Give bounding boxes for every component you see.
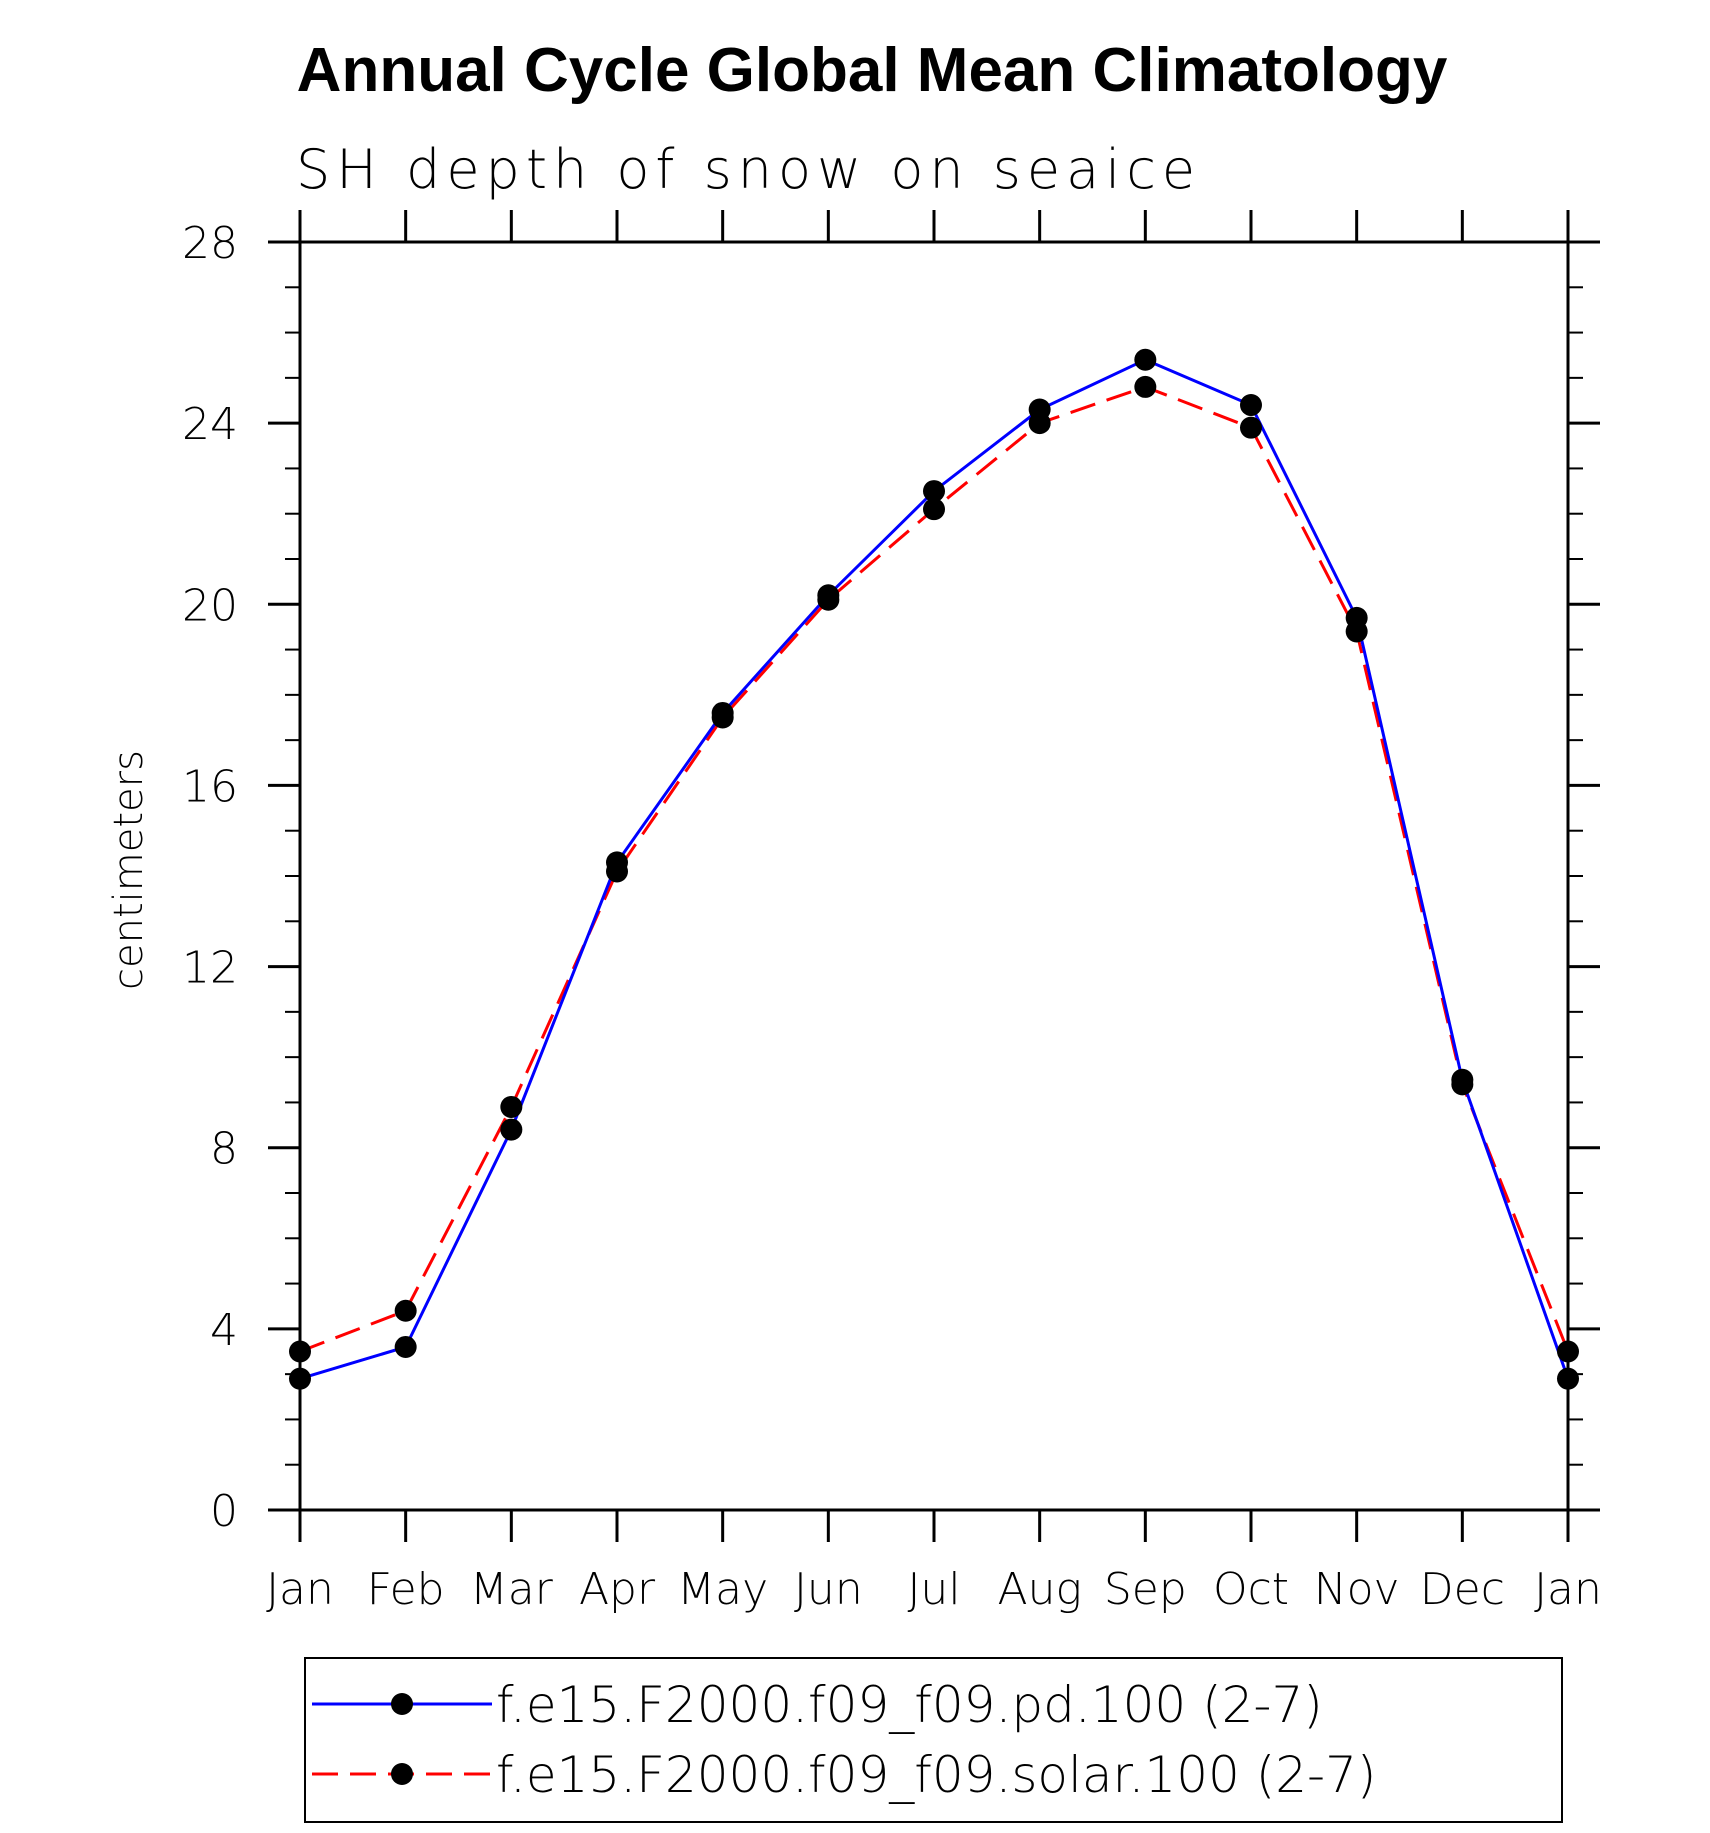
data-point [394, 1299, 417, 1322]
series-layer [289, 348, 1579, 1390]
legend-marker [391, 1693, 413, 1715]
x-tick-label: Apr [579, 1564, 656, 1615]
x-tick-label: Nov [1314, 1564, 1400, 1615]
x-tick-label: Jan [1534, 1564, 1602, 1615]
x-tick-label: Jun [794, 1564, 863, 1615]
axes: 0 4 8 12 16 20 24 28 Jan Feb Mar Apr May Jun Jul Aug Sep… [182, 210, 1602, 1615]
data-point [923, 480, 945, 503]
legend-label: f.e15.F2000.f09_f09.solar.100 (2-7) [496, 1746, 1376, 1804]
y-tick-label: 28 [182, 218, 238, 269]
data-point [500, 1118, 523, 1141]
x-tick-label: Sep [1104, 1564, 1187, 1615]
legend-marker [391, 1763, 413, 1785]
y-tick-label: 12 [182, 943, 238, 994]
data-point [289, 1367, 311, 1390]
data-point [1345, 620, 1368, 643]
chart-subtitle: SH depth of snow on seaice [296, 138, 1201, 201]
data-point [606, 860, 628, 883]
x-tick-label: Oct [1213, 1564, 1289, 1615]
legend-box [304, 1657, 1563, 1823]
legend: f.e15.F2000.f09_f09.pd.100 (2-7) f.e15.F2… [304, 1657, 1563, 1823]
x-tick-label: Jul [907, 1564, 960, 1615]
y-tick-label: 0 [210, 1486, 238, 1537]
x-tick-label: Jan [266, 1564, 334, 1615]
data-point [817, 588, 840, 611]
x-tick-label: Aug [997, 1564, 1081, 1615]
y-axis-label: centimeters [106, 750, 152, 990]
data-point [711, 706, 734, 729]
x-tick-label: Mar [470, 1564, 554, 1615]
y-tick-label: 16 [182, 761, 238, 812]
x-tick-label: May [677, 1564, 768, 1615]
data-point [1557, 1367, 1579, 1390]
plot-frame [298, 240, 1570, 1512]
y-tick-label: 8 [210, 1124, 238, 1175]
data-point [394, 1335, 417, 1358]
data-point [1028, 412, 1051, 435]
series-2-markers [289, 375, 1579, 1363]
y-tick-label: 24 [182, 399, 238, 450]
x-tick-label: Dec [1420, 1564, 1505, 1615]
data-point [1134, 348, 1157, 371]
legend-items: f.e15.F2000.f09_f09.pd.100 (2-7) f.e15.F2… [312, 1676, 1376, 1804]
y-tick-label: 4 [210, 1305, 238, 1356]
chart-title: Annual Cycle Global Mean Climatology [297, 36, 1448, 105]
data-point [1240, 394, 1262, 417]
series-line [299, 385, 1570, 1353]
series-2 [299, 385, 1570, 1353]
data-point [500, 1095, 523, 1118]
data-point [1240, 416, 1262, 439]
data-point [923, 498, 945, 521]
data-point [1451, 1073, 1474, 1096]
data-point [1557, 1340, 1579, 1363]
y-tick-label: 20 [182, 580, 238, 631]
legend-label: f.e15.F2000.f09_f09.pd.100 (2-7) [496, 1676, 1323, 1734]
x-tick-label: Feb [367, 1564, 445, 1615]
data-point [289, 1340, 311, 1363]
data-point [1134, 375, 1157, 398]
